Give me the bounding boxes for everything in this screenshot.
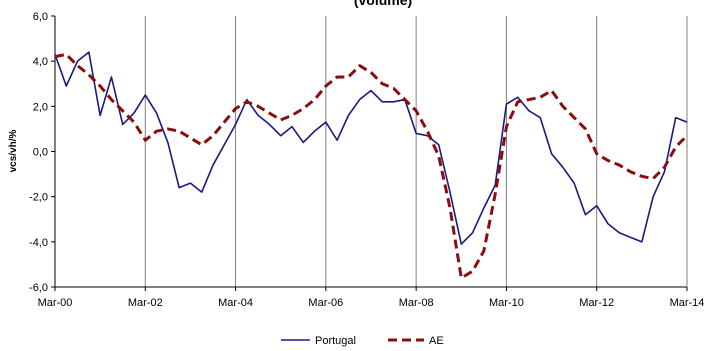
x-tick-label: Mar-06	[308, 297, 343, 309]
legend: Portugal AE	[281, 335, 444, 347]
x-tick-label: Mar-04	[218, 297, 253, 309]
legend-label-portugal: Portugal	[315, 335, 356, 347]
x-tick-label: Mar-00	[38, 297, 73, 309]
gridlines	[144, 16, 688, 287]
y-tick-label: 4,0	[33, 56, 48, 68]
y-tick-label: 0,0	[33, 147, 48, 159]
y-axis-label: vcs/vh/%	[8, 129, 19, 172]
series-line-ae	[54, 52, 689, 280]
y-tick-labels: 6,0 4,0 2,0 0,0 -2,0 -4,0 -6,0	[29, 11, 48, 294]
legend-label-ae: AE	[429, 335, 444, 347]
x-tick-label: Mar-12	[579, 297, 614, 309]
y-tick-label: -2,0	[29, 192, 48, 204]
y-tick-label: 2,0	[33, 101, 48, 113]
axes	[51, 15, 688, 291]
chart-title: (volume)	[354, 0, 412, 8]
x-tick-label: Mar-14	[670, 297, 705, 309]
x-tick-labels: Mar-00 Mar-02 Mar-04 Mar-06 Mar-08 Mar-10 Mar-…	[38, 297, 705, 309]
series-lines	[54, 51, 689, 280]
series-line-portugal	[54, 51, 688, 245]
y-tick-label: 6,0	[33, 11, 48, 23]
y-tick-label: -4,0	[29, 237, 48, 249]
y-tick-label: -6,0	[29, 282, 48, 294]
x-tick-label: Mar-02	[128, 297, 163, 309]
x-tick-label: Mar-10	[489, 297, 524, 309]
x-tick-label: Mar-08	[399, 297, 434, 309]
